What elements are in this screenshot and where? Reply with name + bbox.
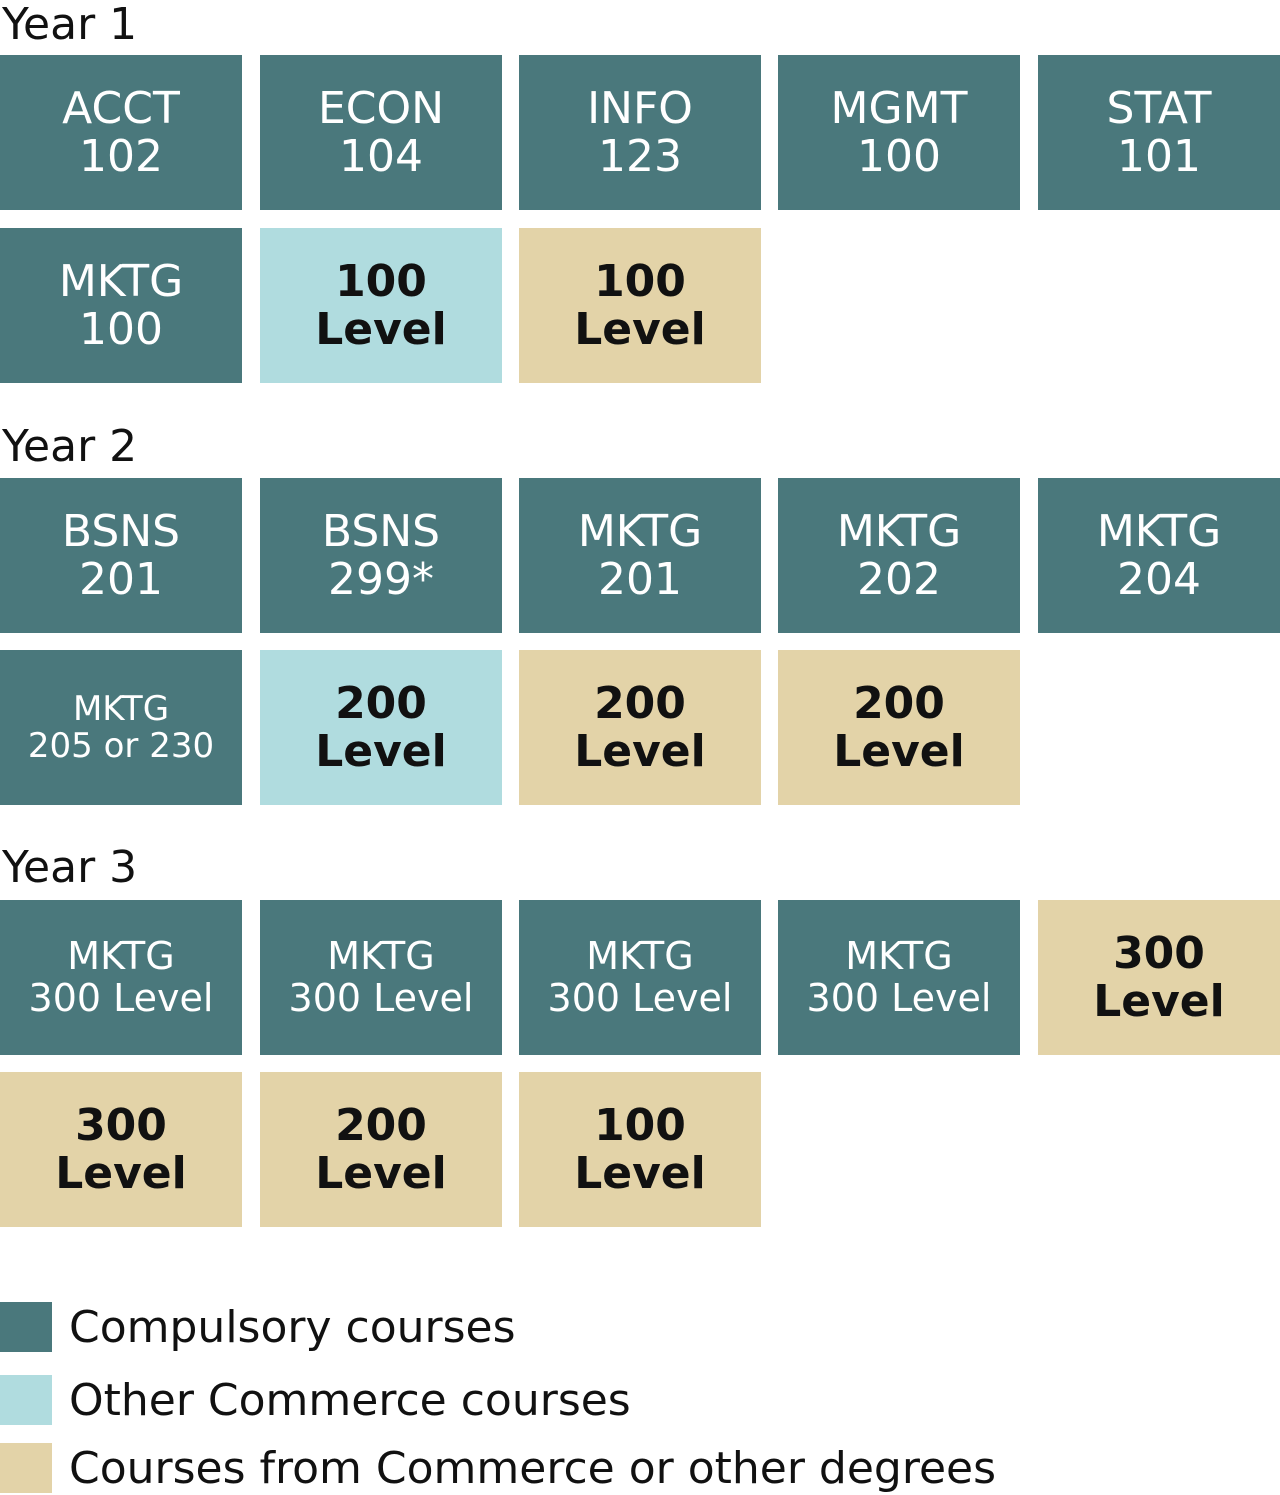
course-number: 300 Level bbox=[806, 975, 992, 1020]
legend-label: Compulsory courses bbox=[69, 1301, 516, 1353]
course-code: BSNS bbox=[61, 505, 181, 557]
level-label: Level bbox=[315, 725, 447, 777]
course-number: 100 bbox=[857, 130, 941, 182]
course-tile: STAT 101 bbox=[1038, 55, 1280, 210]
year-title: Year 2 bbox=[2, 421, 138, 472]
level-label: Level bbox=[574, 303, 706, 355]
level-label: Level bbox=[1093, 975, 1225, 1027]
elective-tile: 200 Level bbox=[778, 650, 1020, 805]
course-code: MKTG bbox=[836, 505, 962, 557]
course-tile: MKTG 205 or 230 bbox=[0, 650, 242, 805]
level-label: Level bbox=[315, 1147, 447, 1199]
course-code: MKTG bbox=[577, 505, 703, 557]
course-tile: ECON 104 bbox=[260, 55, 502, 210]
course-tile: MKTG 201 bbox=[519, 478, 761, 633]
level-number: 200 bbox=[335, 1099, 427, 1151]
course-tile: MGMT 100 bbox=[778, 55, 1020, 210]
elective-tile: 100 Level bbox=[519, 228, 761, 383]
course-tile: BSNS 201 bbox=[0, 478, 242, 633]
course-number: 201 bbox=[79, 553, 163, 605]
course-number: 300 Level bbox=[288, 975, 474, 1020]
course-number: 204 bbox=[1117, 553, 1201, 605]
elective-tile: 300 Level bbox=[0, 1072, 242, 1227]
course-code: BSNS bbox=[321, 505, 441, 557]
elective-tile: 200 Level bbox=[260, 650, 502, 805]
level-number: 200 bbox=[335, 677, 427, 729]
level-number: 200 bbox=[594, 677, 686, 729]
elective-tile: 100 Level bbox=[260, 228, 502, 383]
course-tile: MKTG 204 bbox=[1038, 478, 1280, 633]
course-number: 101 bbox=[1117, 130, 1201, 182]
course-code: MKTG bbox=[67, 934, 175, 979]
course-number: 205 or 230 bbox=[27, 725, 215, 766]
elective-tile: 300 Level bbox=[1038, 900, 1280, 1055]
course-number: 300 Level bbox=[547, 975, 733, 1020]
level-number: 300 bbox=[75, 1099, 167, 1151]
elective-tile: 100 Level bbox=[519, 1072, 761, 1227]
course-code: INFO bbox=[587, 82, 693, 134]
course-code: MGMT bbox=[830, 82, 968, 134]
course-tile: MKTG 100 bbox=[0, 228, 242, 383]
course-number: 104 bbox=[339, 130, 423, 182]
level-number: 100 bbox=[594, 255, 686, 307]
course-tile: INFO 123 bbox=[519, 55, 761, 210]
legend-item-compulsory: Compulsory courses bbox=[0, 1301, 516, 1353]
level-label: Level bbox=[55, 1147, 187, 1199]
course-tile: MKTG 300 Level bbox=[0, 900, 242, 1055]
elective-tile: 200 Level bbox=[519, 650, 761, 805]
level-number: 200 bbox=[853, 677, 945, 729]
course-number: 123 bbox=[598, 130, 682, 182]
level-label: Level bbox=[574, 1147, 706, 1199]
commerce-swatch bbox=[0, 1375, 52, 1425]
year-title: Year 3 bbox=[2, 842, 138, 893]
course-tile: BSNS 299* bbox=[260, 478, 502, 633]
compulsory-swatch bbox=[0, 1302, 52, 1352]
course-code: MKTG bbox=[845, 934, 953, 979]
course-code: MKTG bbox=[586, 934, 694, 979]
year-title: Year 1 bbox=[2, 0, 138, 50]
course-number: 201 bbox=[598, 553, 682, 605]
course-number: 102 bbox=[79, 130, 163, 182]
course-tile: MKTG 202 bbox=[778, 478, 1020, 633]
course-number: 202 bbox=[857, 553, 941, 605]
legend-item-commerce: Other Commerce courses bbox=[0, 1374, 631, 1426]
level-number: 100 bbox=[335, 255, 427, 307]
course-tile: MKTG 300 Level bbox=[260, 900, 502, 1055]
course-code: ACCT bbox=[62, 82, 180, 134]
course-code: MKTG bbox=[58, 255, 184, 307]
legend-item-other: Courses from Commerce or other degrees bbox=[0, 1442, 997, 1494]
course-tile: MKTG 300 Level bbox=[778, 900, 1020, 1055]
legend-label: Other Commerce courses bbox=[69, 1374, 631, 1426]
level-number: 100 bbox=[594, 1099, 686, 1151]
level-label: Level bbox=[574, 725, 706, 777]
course-tile: MKTG 300 Level bbox=[519, 900, 761, 1055]
level-number: 300 bbox=[1113, 927, 1205, 979]
level-label: Level bbox=[833, 725, 965, 777]
elective-tile: 200 Level bbox=[260, 1072, 502, 1227]
course-code: MKTG bbox=[327, 934, 435, 979]
legend-label: Courses from Commerce or other degrees bbox=[69, 1442, 997, 1494]
course-code: MKTG bbox=[72, 688, 170, 729]
level-label: Level bbox=[315, 303, 447, 355]
course-code: MKTG bbox=[1096, 505, 1222, 557]
course-code: ECON bbox=[317, 82, 445, 134]
course-tile: ACCT 102 bbox=[0, 55, 242, 210]
course-number: 300 Level bbox=[28, 975, 214, 1020]
other-swatch bbox=[0, 1443, 52, 1493]
course-number: 299* bbox=[328, 553, 434, 605]
course-code: STAT bbox=[1106, 82, 1212, 134]
course-number: 100 bbox=[79, 303, 163, 355]
